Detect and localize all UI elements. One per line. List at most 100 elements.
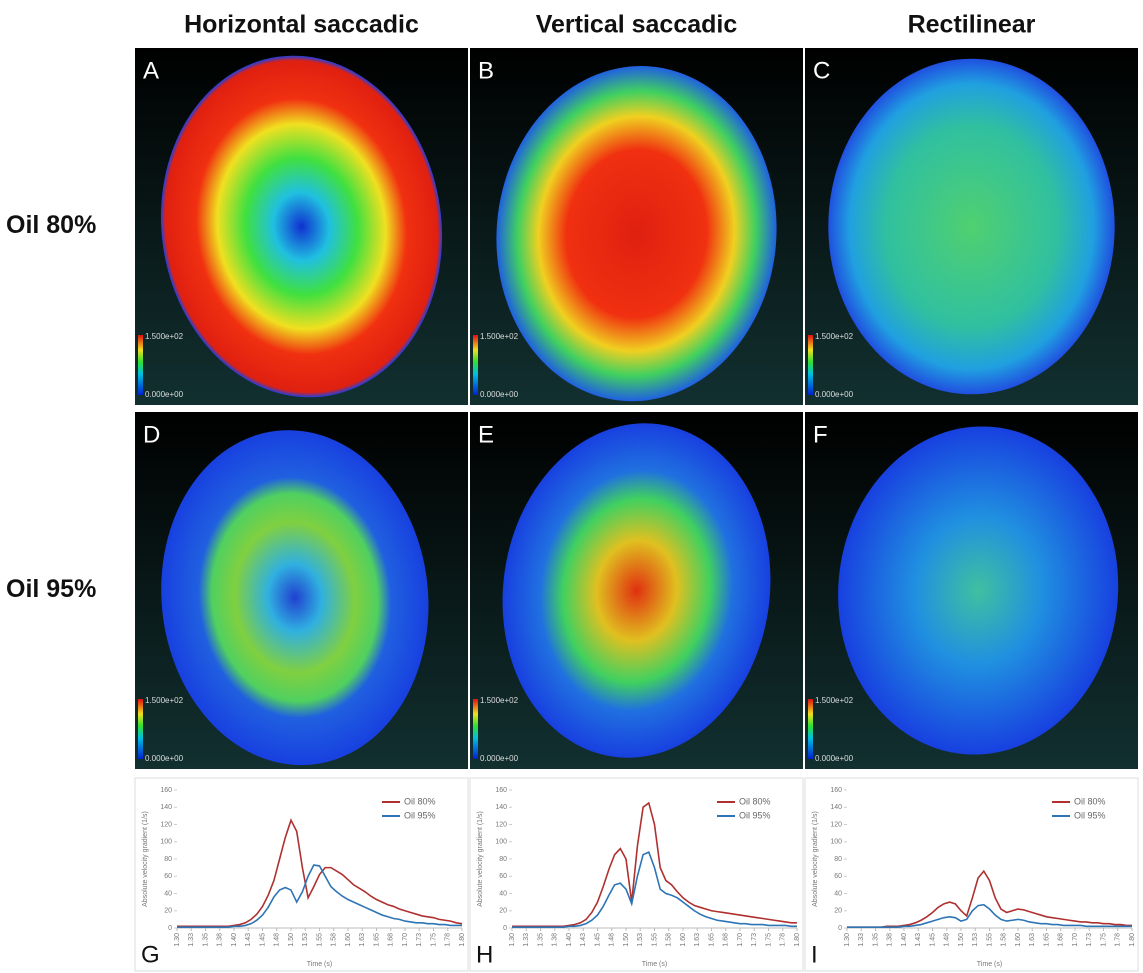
y-tick-label: 120 (160, 821, 172, 828)
y-tick-label: 60 (499, 873, 507, 880)
colorbar (808, 699, 813, 759)
panel-letter: C (813, 57, 830, 84)
x-tick-label: 1.30 (509, 933, 516, 947)
x-tick-label: 1.40 (566, 933, 573, 947)
y-axis-title: Absolute velocity gradient (1/s) (142, 811, 149, 907)
x-tick-label: 1.50 (958, 933, 965, 947)
x-tick-label: 1.68 (723, 933, 730, 947)
colorbar-min: 0.000e+00 (480, 754, 519, 763)
x-tick-label: 1.80 (1129, 933, 1136, 947)
y-tick-label: 120 (495, 821, 507, 828)
x-tick-label: 1.75 (1100, 933, 1107, 947)
x-tick-label: 1.38 (217, 933, 224, 947)
x-tick-label: 1.45 (929, 933, 936, 947)
x-tick-label: 1.48 (944, 933, 951, 947)
x-tick-label: 1.33 (188, 933, 195, 947)
column-header: Vertical saccadic (536, 11, 738, 39)
x-tick-label: 1.40 (901, 933, 908, 947)
y-axis-title: Absolute velocity gradient (1/s) (812, 811, 819, 907)
legend-label: Oil 95% (739, 810, 771, 820)
x-tick-label: 1.58 (1001, 933, 1008, 947)
figure: Horizontal saccadic Vertical saccadic Rect… (0, 0, 1143, 973)
x-tick-label: 1.55 (651, 933, 658, 947)
y-tick-label: 20 (499, 908, 507, 915)
y-tick-label: 0 (503, 925, 507, 932)
y-tick-label: 20 (164, 908, 172, 915)
x-tick-label: 1.58 (666, 933, 673, 947)
y-tick-label: 60 (164, 873, 172, 880)
x-tick-label: 1.58 (331, 933, 338, 947)
y-tick-label: 0 (838, 925, 842, 932)
column-header: Rectilinear (908, 11, 1036, 39)
x-tick-label: 1.73 (1086, 933, 1093, 947)
x-tick-label: 1.30 (844, 933, 851, 947)
x-tick-label: 1.78 (1115, 933, 1122, 947)
x-axis-title: Time (s) (642, 961, 667, 968)
colorbar-max: 1.500e+02 (815, 696, 854, 705)
x-tick-label: 1.70 (402, 933, 409, 947)
colorbar-max: 1.500e+02 (815, 332, 854, 341)
x-tick-label: 1.65 (708, 933, 715, 947)
x-tick-label: 1.35 (537, 933, 544, 947)
colorbar (473, 335, 478, 395)
x-tick-label: 1.53 (972, 933, 979, 947)
page: {"columns": ["Horizontal saccadic", "Ver… (0, 0, 1143, 973)
x-tick-label: 1.63 (1029, 933, 1036, 947)
y-axis-title: Absolute velocity gradient (1/s) (477, 811, 484, 907)
x-tick-label: 1.35 (872, 933, 879, 947)
y-tick-label: 40 (834, 890, 842, 897)
panel-letter: E (478, 421, 494, 448)
panel-letter: G (141, 941, 160, 968)
legend-label: Oil 80% (1074, 796, 1106, 806)
y-tick-label: 80 (499, 856, 507, 863)
x-tick-label: 1.53 (637, 933, 644, 947)
colorbar-max: 1.500e+02 (480, 332, 519, 341)
x-tick-label: 1.53 (302, 933, 309, 947)
x-tick-label: 1.33 (523, 933, 530, 947)
x-tick-label: 1.70 (1072, 933, 1079, 947)
colorbar-max: 1.500e+02 (145, 696, 184, 705)
y-tick-label: 160 (830, 787, 842, 794)
colorbar (138, 699, 143, 759)
x-tick-label: 1.48 (609, 933, 616, 947)
x-axis-title: Time (s) (977, 961, 1002, 968)
x-tick-label: 1.65 (373, 933, 380, 947)
colorbar-max: 1.500e+02 (145, 332, 184, 341)
x-tick-label: 1.65 (1043, 933, 1050, 947)
x-tick-label: 1.68 (1058, 933, 1065, 947)
colorbar-min: 0.000e+00 (815, 390, 854, 399)
y-tick-label: 80 (834, 856, 842, 863)
y-tick-label: 40 (164, 890, 172, 897)
y-tick-label: 60 (834, 873, 842, 880)
panel-letter: B (478, 57, 494, 84)
x-tick-label: 1.75 (430, 933, 437, 947)
x-tick-label: 1.38 (552, 933, 559, 947)
y-tick-label: 100 (830, 839, 842, 846)
x-tick-label: 1.63 (359, 933, 366, 947)
legend-label: Oil 80% (404, 796, 436, 806)
y-tick-label: 160 (160, 787, 172, 794)
x-tick-label: 1.30 (174, 933, 181, 947)
x-tick-label: 1.33 (858, 933, 865, 947)
x-tick-label: 1.55 (316, 933, 323, 947)
x-tick-label: 1.78 (445, 933, 452, 947)
x-tick-label: 1.78 (780, 933, 787, 947)
legend-label: Oil 80% (739, 796, 771, 806)
panel-letter: A (143, 57, 159, 84)
x-tick-label: 1.80 (794, 933, 801, 947)
x-tick-label: 1.48 (274, 933, 281, 947)
x-tick-label: 1.75 (765, 933, 772, 947)
x-tick-label: 1.55 (986, 933, 993, 947)
y-tick-label: 120 (830, 821, 842, 828)
legend-label: Oil 95% (1074, 810, 1106, 820)
panel-letter: D (143, 421, 160, 448)
simulation-field (828, 59, 1114, 395)
y-tick-label: 100 (495, 839, 507, 846)
colorbar (808, 335, 813, 395)
colorbar-min: 0.000e+00 (145, 390, 184, 399)
colorbar (138, 335, 143, 395)
colorbar (473, 699, 478, 759)
column-header: Horizontal saccadic (184, 11, 419, 39)
colorbar-max: 1.500e+02 (480, 696, 519, 705)
x-tick-label: 1.45 (259, 933, 266, 947)
